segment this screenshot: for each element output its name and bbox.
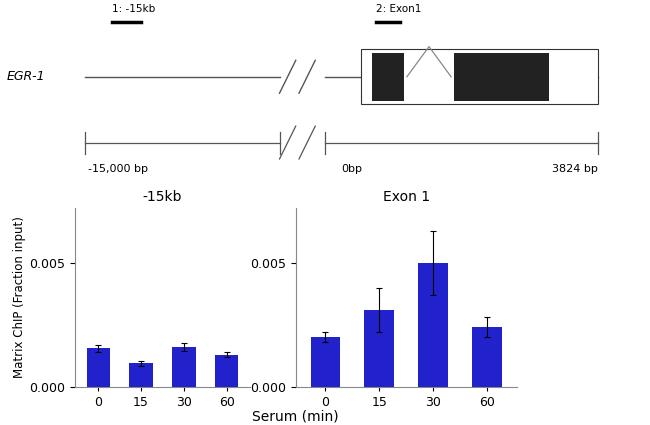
Y-axis label: Matrix ChIP (Fraction input): Matrix ChIP (Fraction input) — [13, 217, 26, 378]
Bar — [361, 49, 598, 104]
Bar — [365, 310, 394, 387]
Title: Exon 1: Exon 1 — [383, 190, 430, 204]
Bar — [419, 263, 448, 387]
Text: 2: Exon1: 2: Exon1 — [376, 4, 422, 14]
Bar — [454, 53, 549, 101]
Bar — [129, 363, 153, 387]
Bar — [473, 327, 502, 387]
Bar — [311, 337, 340, 387]
Text: 1: -15kb: 1: -15kb — [112, 4, 156, 14]
Bar — [86, 348, 110, 387]
Bar — [172, 347, 196, 387]
Text: EGR-1: EGR-1 — [6, 70, 45, 83]
Text: 3824 bp: 3824 bp — [552, 164, 598, 175]
Bar — [215, 354, 239, 387]
Title: -15kb: -15kb — [143, 190, 182, 204]
Text: 0bp: 0bp — [341, 164, 362, 175]
Bar — [372, 53, 404, 101]
Text: -15,000 bp: -15,000 bp — [88, 164, 148, 175]
Text: Serum (min): Serum (min) — [252, 410, 339, 424]
